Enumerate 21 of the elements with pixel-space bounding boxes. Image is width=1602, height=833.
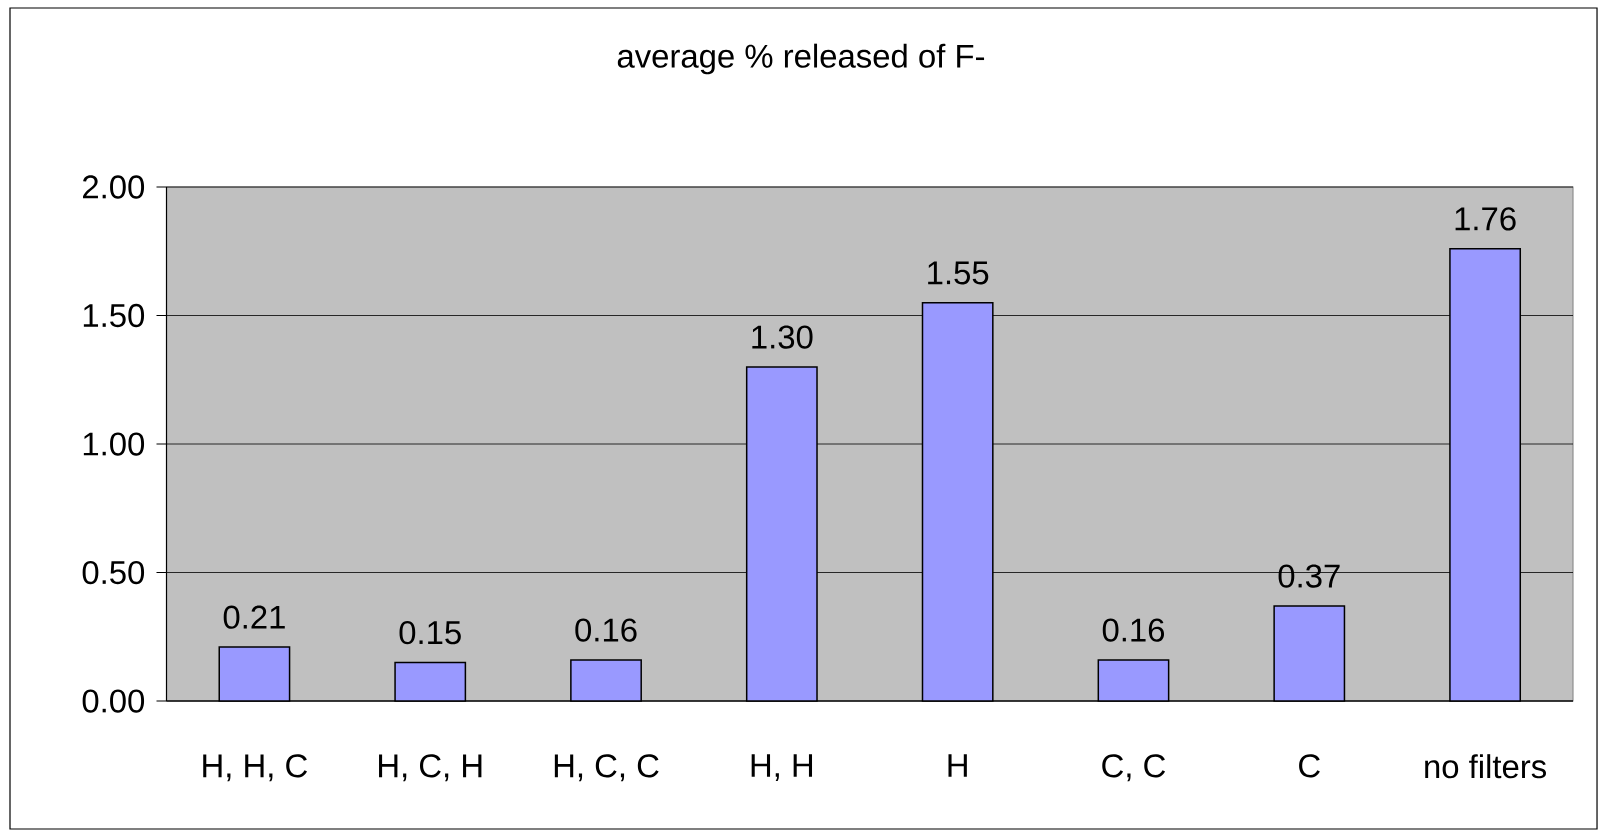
y-tick-label: 2.00 <box>83 175 145 199</box>
data-label: 0.21 <box>223 605 285 629</box>
data-label: 0.16 <box>1102 618 1165 642</box>
chart-title: average % released of F- <box>617 43 985 75</box>
x-tick-label: no filters <box>1425 754 1546 779</box>
x-tick-label: H, H <box>751 754 813 781</box>
x-tick-label: H, C, C <box>554 754 659 782</box>
x-tick-label: H, C, H <box>379 754 482 782</box>
data-label: 1.76 <box>1455 207 1516 231</box>
y-tick-label: 1.50 <box>83 303 145 328</box>
x-tick-label: C, C <box>1102 754 1166 782</box>
data-label: 0.16 <box>575 618 637 642</box>
x-tick-label: H, H, C <box>203 754 308 782</box>
y-tick-label: 1.00 <box>83 432 145 456</box>
data-label: 0.15 <box>399 620 461 645</box>
data-label: 1.30 <box>752 325 813 349</box>
x-tick-label: C <box>1299 754 1320 778</box>
y-tick-label: 0.00 <box>82 689 145 713</box>
x-tick-label: H <box>948 754 967 777</box>
data-label: 1.55 <box>928 261 989 285</box>
y-tick-label: 0.50 <box>82 560 145 585</box>
